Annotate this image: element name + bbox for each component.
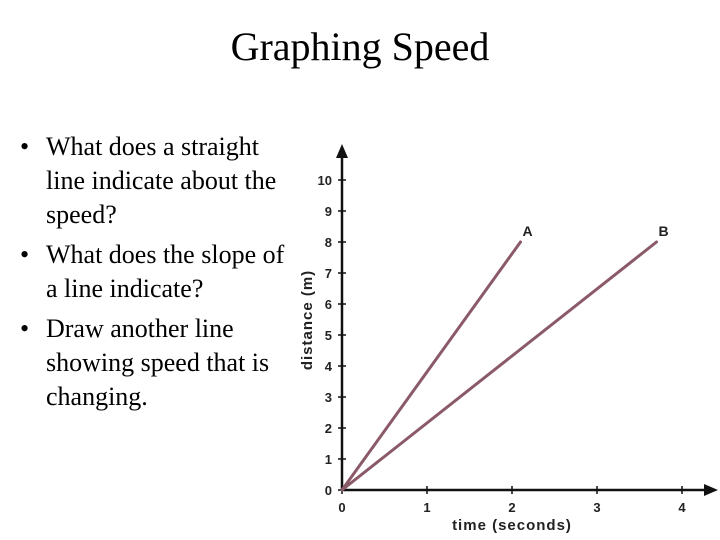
y-tick-label: 2 xyxy=(325,421,332,436)
bullet-dot: • xyxy=(20,240,30,269)
y-tick-label: 9 xyxy=(325,204,332,219)
y-tick-label: 6 xyxy=(325,297,332,312)
bullet-dot: • xyxy=(20,314,30,343)
y-tick-label: 1 xyxy=(325,452,332,467)
y-axis-arrow xyxy=(336,144,348,158)
bullet-list: • What does a straight line indicate abo… xyxy=(18,130,296,420)
y-axis-label: distance (m) xyxy=(299,270,316,370)
x-tick-label: 2 xyxy=(508,500,515,515)
series-line-b xyxy=(340,240,658,492)
chart-ticks: 0 1 2 3 4 0 1 2 3 4 5 6 7 8 9 10 xyxy=(318,173,687,515)
chart-axes xyxy=(336,144,718,496)
x-axis-arrow xyxy=(704,484,718,496)
y-tick-label: 8 xyxy=(325,235,332,250)
y-tick-label: 4 xyxy=(325,359,333,374)
y-tick-label: 0 xyxy=(325,483,332,498)
y-tick-label: 10 xyxy=(318,173,332,188)
x-tick-label: 3 xyxy=(593,500,600,515)
bullet-item: • What does a straight line indicate abo… xyxy=(18,130,296,232)
bullet-item: • Draw another line showing speed that i… xyxy=(18,312,296,414)
bullet-dot: • xyxy=(20,132,30,161)
x-tick-label: 0 xyxy=(338,500,345,515)
series-label-a: A xyxy=(523,223,533,239)
x-tick-label: 1 xyxy=(423,500,430,515)
y-tick-label: 7 xyxy=(325,266,332,281)
x-axis-label: time (seconds) xyxy=(452,517,572,534)
slide-title: Graphing Speed xyxy=(230,24,490,69)
y-tick-label: 5 xyxy=(325,328,332,343)
bullet-text: What does a straight line indicate about… xyxy=(46,132,277,229)
series-line-a xyxy=(340,240,522,492)
y-tick-label: 3 xyxy=(325,390,332,405)
x-tick-label: 4 xyxy=(678,500,686,515)
bullet-text: Draw another line showing speed that is … xyxy=(46,314,270,411)
bullet-text: What does the slope of a line indicate? xyxy=(46,240,285,303)
bullet-item: • What does the slope of a line indicate… xyxy=(18,238,296,306)
series-label-b: B xyxy=(659,223,669,239)
